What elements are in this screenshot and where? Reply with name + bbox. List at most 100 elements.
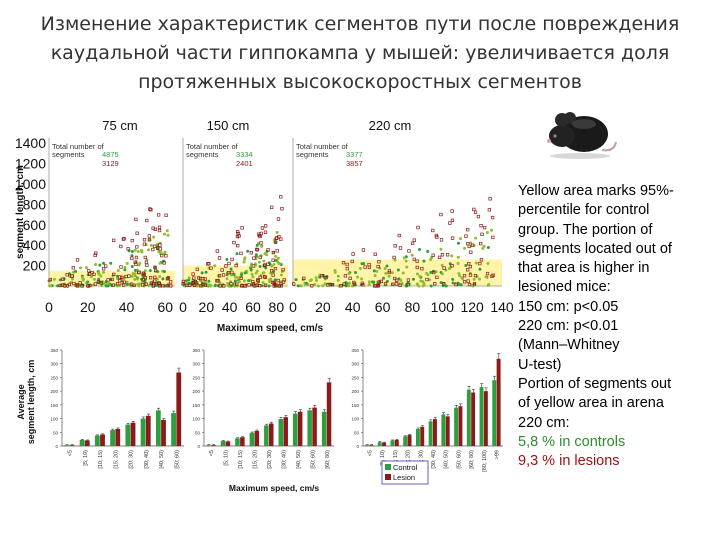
scatter-point-lesion xyxy=(157,228,162,233)
scatter-point-lesion xyxy=(260,226,265,230)
bar-y-tick-label: 0 xyxy=(356,444,359,449)
scatter-point-lesion xyxy=(440,253,445,257)
scatter-point-control xyxy=(399,278,403,282)
scatter-point-lesion xyxy=(119,265,123,269)
scatter-point-lesion xyxy=(466,227,470,232)
scatter-point-control xyxy=(474,236,478,240)
bar-x-axis-label: Maximum speed, cm/s xyxy=(229,483,320,493)
bar-lesion xyxy=(145,415,151,446)
scatter-point-control xyxy=(419,279,423,283)
scatter-point-control xyxy=(478,277,482,281)
bar-category-label: [40; 50) xyxy=(159,450,165,469)
scatter-point-lesion xyxy=(161,284,165,288)
scatter-point-control xyxy=(385,264,389,268)
scatter-point-lesion xyxy=(394,282,399,286)
scatter-point-control xyxy=(213,284,217,288)
bar-y-tick-label: 0 xyxy=(55,444,58,449)
scatter-point-lesion xyxy=(101,267,106,271)
bar-lesion xyxy=(326,382,332,446)
scatter-point-control xyxy=(367,283,371,287)
scatter-point-lesion xyxy=(361,248,366,252)
scatter-point-control xyxy=(155,277,159,281)
scatter-point-control xyxy=(323,282,327,286)
x-tick-label: 0 xyxy=(289,299,297,315)
bar-y-tick-label: 100 xyxy=(351,417,359,422)
scatter-point-control xyxy=(261,281,265,285)
bar-lesion xyxy=(445,416,450,446)
scatter-point-lesion xyxy=(165,277,170,281)
scatter-point-control xyxy=(125,282,129,286)
scatter-point-control xyxy=(101,261,105,265)
scatter-point-lesion xyxy=(263,230,268,234)
scatter-point-lesion xyxy=(143,276,148,280)
scatter-point-lesion xyxy=(279,281,283,286)
scatter-point-lesion xyxy=(201,282,205,287)
scatter-point-lesion xyxy=(407,249,411,253)
scatter-point-lesion xyxy=(203,283,207,287)
scatter-point-lesion xyxy=(450,264,454,268)
scatter-point-control xyxy=(265,253,269,257)
scatter-point-lesion xyxy=(395,278,399,282)
scatter-point-lesion xyxy=(247,283,251,287)
scatter-point-lesion xyxy=(147,234,151,238)
scatter-point-lesion xyxy=(110,277,114,282)
scatter-point-lesion xyxy=(220,268,224,272)
x-tick-label: 20 xyxy=(80,299,96,315)
bar-y-tick-label: 200 xyxy=(192,389,200,394)
scatter-point-control xyxy=(133,274,137,278)
scatter-point-lesion xyxy=(473,274,478,278)
legend-count-control: 3377 xyxy=(346,150,363,159)
scatter-point-lesion xyxy=(118,275,122,279)
bar-category-label: [40; 50) xyxy=(296,450,302,469)
x-tick-label: 40 xyxy=(345,299,361,315)
scatter-point-control xyxy=(96,271,100,275)
scatter-point-control xyxy=(251,275,255,279)
scatter-point-control xyxy=(401,271,405,275)
scatter-point-lesion xyxy=(106,278,110,282)
scatter-point-lesion xyxy=(191,272,195,276)
side-line: 220 cm: xyxy=(518,414,570,431)
scatter-point-control xyxy=(147,284,151,288)
scatter-point-lesion xyxy=(93,282,98,286)
scatter-point-lesion xyxy=(251,282,256,286)
scatter-point-lesion xyxy=(243,284,247,288)
scatter-point-lesion xyxy=(262,275,267,279)
scatter-x-axis-label: Maximum speed, cm/s xyxy=(217,323,324,334)
scatter-point-lesion xyxy=(416,225,420,230)
bar-y-tick-label: 50 xyxy=(195,430,201,435)
bar-control xyxy=(365,445,369,446)
bar-control xyxy=(140,418,146,446)
scatter-point-lesion xyxy=(255,248,260,252)
scatter-point-lesion xyxy=(60,283,65,287)
scatter-point-control xyxy=(411,277,415,281)
scatter-point-lesion xyxy=(279,237,283,241)
scatter-point-control xyxy=(456,255,460,259)
scatter-point-control xyxy=(278,262,282,266)
scatter-point-lesion xyxy=(450,218,455,223)
scatter-point-lesion xyxy=(88,283,92,288)
scatter-point-lesion xyxy=(273,266,278,271)
scatter-point-lesion xyxy=(466,268,470,272)
scatter-point-lesion xyxy=(227,261,231,266)
scatter-point-lesion xyxy=(93,253,97,257)
scatter-point-lesion xyxy=(111,238,116,243)
legend-label-lesion: Lesion xyxy=(393,473,415,482)
bar-panel-3: 0 50 100 150 200 250 300 350 <5 [5; 10) [10; 15) [1… xyxy=(351,348,503,472)
scatter-point-control xyxy=(123,268,127,272)
scatter-point-control xyxy=(262,259,266,263)
scatter-point-control xyxy=(161,277,165,281)
scatter-point-lesion xyxy=(271,250,276,255)
bar-control xyxy=(292,413,298,446)
scatter-point-lesion xyxy=(391,282,395,286)
bar-y-tick-label: 250 xyxy=(351,375,359,380)
scatter-point-lesion xyxy=(126,247,130,251)
scatter-point-control xyxy=(100,284,104,288)
scatter-point-lesion xyxy=(58,283,62,288)
bar-category-label: [30; 40) xyxy=(281,450,287,469)
scatter-point-lesion xyxy=(445,253,450,257)
scatter-point-lesion xyxy=(273,240,278,244)
scatter-point-lesion xyxy=(406,282,410,287)
scatter-point-control xyxy=(147,248,151,252)
scatter-point-control xyxy=(166,233,170,237)
